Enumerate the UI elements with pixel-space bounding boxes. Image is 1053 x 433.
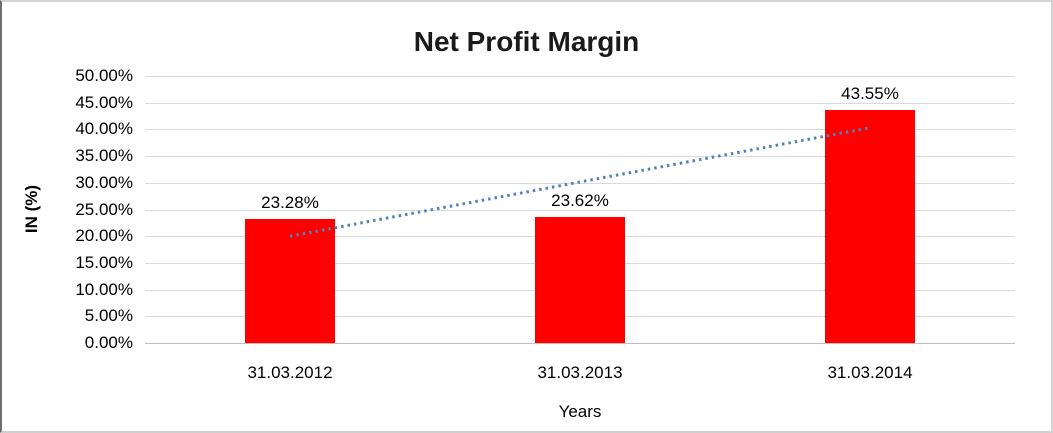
bar (825, 110, 915, 343)
x-tick-label: 31.03.2012 (247, 363, 333, 382)
x-axis-line (145, 343, 1015, 344)
bar (535, 216, 625, 343)
y-tick-label: 20.00% (75, 226, 133, 246)
bar-value-label: 23.28% (261, 192, 319, 212)
chart-title: Net Profit Margin (413, 26, 640, 57)
y-tick-label: 30.00% (75, 172, 133, 192)
y-tick-label: 0.00% (84, 333, 133, 352)
y-tick-label: 25.00% (75, 199, 133, 219)
gridline (145, 76, 1015, 77)
x-tick-label: 31.03.2013 (537, 363, 623, 382)
x-tick-label: 31.03.2014 (827, 363, 913, 382)
bar-value-label: 23.62% (551, 190, 609, 210)
y-tick-label: 10.00% (75, 279, 133, 299)
y-tick-label: 15.00% (75, 252, 133, 272)
x-axis-title: Years (558, 402, 602, 421)
y-tick-label: 35.00% (75, 146, 133, 166)
y-tick-label: 45.00% (75, 92, 133, 112)
bar (245, 218, 335, 343)
y-tick-label: 40.00% (75, 119, 133, 139)
y-tick-label: 5.00% (84, 306, 133, 326)
bar-value-label: 43.55% (841, 84, 899, 104)
y-axis-title: IN (%) (22, 184, 41, 234)
y-tick-label: 50.00% (75, 66, 133, 85)
gridline (145, 102, 1015, 104)
